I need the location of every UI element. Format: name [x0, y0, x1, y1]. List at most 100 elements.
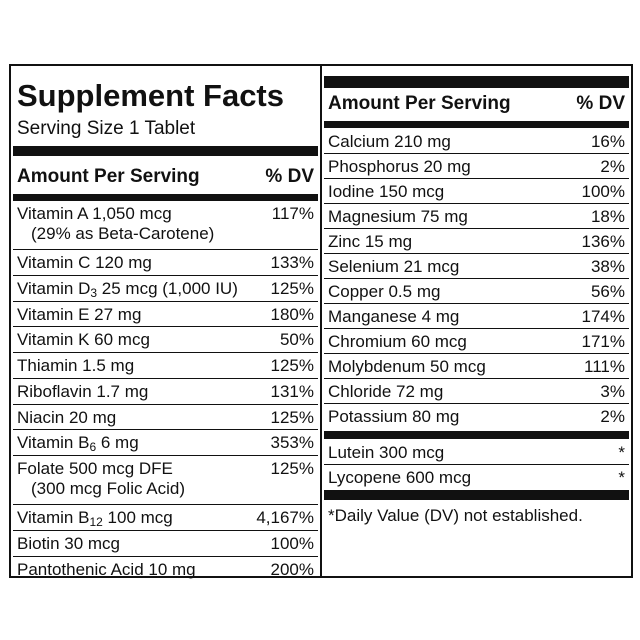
nutrient-row: Chloride 72 mg 3%	[324, 379, 629, 404]
daily-value: 125%	[270, 356, 314, 376]
panel-title: Supplement Facts	[17, 78, 284, 113]
daily-value: 353%	[270, 433, 314, 453]
nutrient-row: Vitamin K 60 mcg 50%	[13, 327, 318, 354]
nutrient-name: Copper 0.5 mg	[328, 282, 441, 301]
nutrient-name: Potassium 80 mg	[328, 407, 460, 426]
daily-value: 56%	[590, 282, 625, 301]
header-dv: % DV	[576, 93, 625, 114]
daily-value: 136%	[581, 232, 625, 251]
daily-value: 18%	[590, 207, 625, 226]
nutrient-name: Selenium 21 mcg	[328, 257, 460, 276]
nutrient-name: Manganese 4 mg	[328, 307, 460, 326]
daily-value: 125%	[270, 407, 314, 427]
nutrient-name: Iodine 150 mcg	[328, 182, 445, 201]
nutrient-row: Biotin 30 mcg 100%	[13, 531, 318, 557]
left-nutrient-list: Vitamin A 1,050 mcg (29% as Beta-Carotene…	[13, 201, 318, 582]
daily-value: 125%	[270, 458, 314, 478]
daily-value: 38%	[590, 257, 625, 276]
nutrient-row: Calcium 210 mg 16%	[324, 129, 629, 154]
nutrient-name: Phosphorus 20 mg	[328, 157, 471, 176]
nutrient-name: Lutein 300 mcg	[328, 443, 445, 462]
daily-value: 3%	[600, 382, 625, 401]
nutrient-name: Vitamin D3 25 mcg (1,000 IU)	[17, 279, 238, 301]
nutrient-name: Folate 500 mcg DFE (300 mcg Folic Acid)	[17, 458, 185, 498]
daily-value: 50%	[279, 330, 314, 350]
nutrient-row: Potassium 80 mg 2%	[324, 404, 629, 429]
column-header: Amount Per Serving % DV	[328, 93, 625, 115]
nutrient-name: Chromium 60 mcg	[328, 332, 467, 351]
nutrient-row: Manganese 4 mg 174%	[324, 304, 629, 329]
nutrient-row: Vitamin B12 100 mcg 4,167%	[13, 505, 318, 531]
nutrient-row: Vitamin E 27 mg 180%	[13, 302, 318, 328]
other-ingredients-list: Lutein 300 mcg * Lycopene 600 mcg *	[324, 440, 629, 490]
section-divider	[324, 431, 629, 439]
nutrient-name: Vitamin A 1,050 mcg (29% as Beta-Carotene…	[17, 204, 215, 243]
right-nutrient-list: Calcium 210 mg 16% Phosphorus 20 mg 2% Iodin…	[324, 129, 629, 429]
nutrient-row: Selenium 21 mcg 38%	[324, 254, 629, 279]
nutrient-row: Zinc 15 mg 136%	[324, 229, 629, 254]
nutrient-row: Vitamin D3 25 mcg (1,000 IU) 125%	[13, 276, 318, 302]
nutrient-row: Thiamin 1.5 mg 125%	[13, 353, 318, 379]
header-dv: % DV	[265, 166, 314, 187]
nutrient-name: Lycopene 600 mcg	[328, 468, 472, 487]
nutrient-name: Molybdenum 50 mcg	[328, 357, 486, 376]
daily-value: 131%	[270, 381, 314, 401]
nutrient-name: Vitamin C 120 mg	[17, 253, 152, 273]
nutrient-row: Vitamin A 1,050 mcg (29% as Beta-Carotene…	[13, 201, 318, 251]
daily-value: 100%	[581, 182, 625, 201]
nutrient-row: Lycopene 600 mcg *	[324, 465, 629, 490]
nutrient-name: Biotin 30 mcg	[17, 533, 120, 553]
nutrient-note: (300 mcg Folic Acid)	[31, 478, 185, 498]
bottom-divider	[324, 490, 629, 500]
nutrient-row: Chromium 60 mcg 171%	[324, 329, 629, 354]
footnote: *Daily Value (DV) not established.	[328, 506, 583, 525]
nutrient-name: Calcium 210 mg	[328, 132, 451, 151]
nutrient-name: Chloride 72 mg	[328, 382, 444, 401]
daily-value: 100%	[270, 533, 314, 553]
daily-value: *	[618, 443, 625, 462]
nutrient-row: Copper 0.5 mg 56%	[324, 279, 629, 304]
header-amount: Amount Per Serving	[328, 93, 511, 114]
nutrient-name: Thiamin 1.5 mg	[17, 356, 135, 376]
nutrient-name: Zinc 15 mg	[328, 232, 413, 251]
daily-value: 2%	[600, 157, 625, 176]
nutrient-name: Vitamin B12 100 mcg	[17, 508, 173, 530]
nutrient-name: Pantothenic Acid 10 mg	[17, 559, 196, 579]
daily-value: 16%	[590, 132, 625, 151]
column-header: Amount Per Serving % DV	[17, 166, 314, 188]
serving-size: Serving Size 1 Tablet	[17, 118, 196, 139]
nutrient-row: Iodine 150 mcg 100%	[324, 179, 629, 204]
daily-value: 133%	[270, 253, 314, 273]
daily-value: 200%	[270, 559, 314, 579]
header-divider	[324, 121, 629, 128]
daily-value: 117%	[271, 204, 314, 223]
nutrient-row: Vitamin B6 6 mg 353%	[13, 430, 318, 456]
nutrient-name: Riboflavin 1.7 mg	[17, 381, 149, 401]
nutrient-row: Niacin 20 mg 125%	[13, 405, 318, 431]
supplement-facts-left-panel: Supplement Facts Serving Size 1 Tablet A…	[9, 64, 322, 579]
nutrient-row: Vitamin C 120 mg 133%	[13, 250, 318, 277]
header-divider	[13, 194, 318, 201]
thick-divider	[13, 146, 318, 156]
header-amount: Amount Per Serving	[17, 166, 200, 187]
nutrient-row: Phosphorus 20 mg 2%	[324, 154, 629, 179]
nutrient-name: Magnesium 75 mg	[328, 207, 468, 226]
daily-value: 180%	[270, 304, 314, 324]
daily-value: 125%	[270, 279, 314, 299]
daily-value: 4,167%	[256, 508, 314, 528]
nutrient-row: Riboflavin 1.7 mg 131%	[13, 379, 318, 405]
daily-value: 111%	[584, 357, 625, 376]
nutrient-row: Lutein 300 mcg *	[324, 440, 629, 465]
thick-divider	[324, 76, 629, 88]
daily-value: 174%	[581, 307, 625, 326]
daily-value: *	[618, 468, 625, 487]
nutrient-row: Magnesium 75 mg 18%	[324, 204, 629, 229]
daily-value: 171%	[581, 332, 625, 351]
daily-value: 2%	[600, 407, 625, 426]
nutrient-row: Pantothenic Acid 10 mg 200%	[13, 557, 318, 583]
nutrient-note: (29% as Beta-Carotene)	[31, 224, 215, 243]
nutrient-name: Niacin 20 mg	[17, 407, 117, 427]
nutrient-row: Molybdenum 50 mcg 111%	[324, 354, 629, 379]
nutrient-name: Vitamin E 27 mg	[17, 304, 142, 324]
supplement-facts-right-panel: Amount Per Serving % DV Calcium 210 mg 16…	[320, 64, 633, 578]
